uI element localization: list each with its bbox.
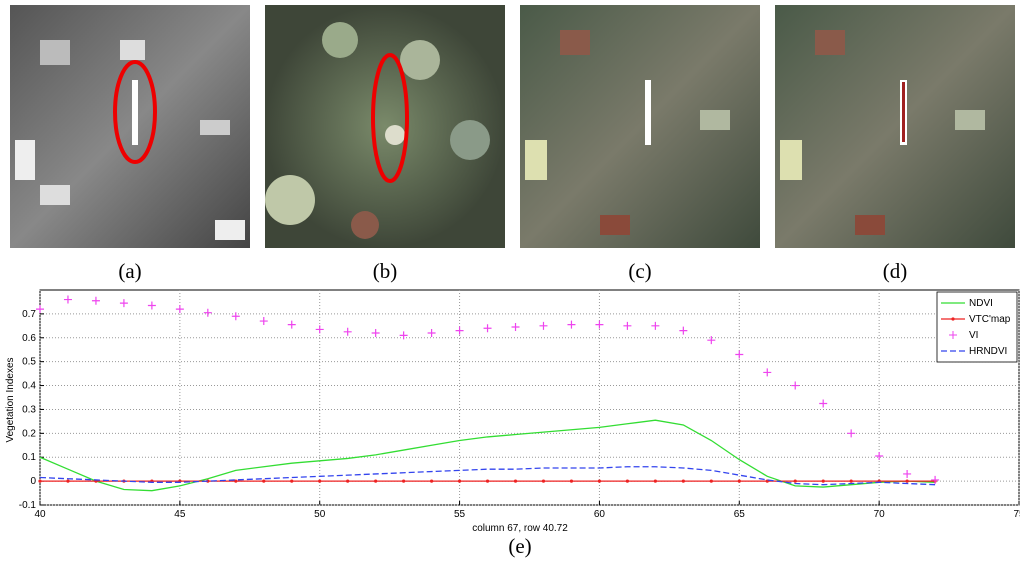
point	[653, 479, 657, 483]
legend-swatch	[949, 331, 957, 339]
image-c	[520, 5, 760, 248]
x-tick-label: 40	[34, 509, 46, 520]
point	[262, 479, 266, 483]
point	[931, 475, 940, 484]
point	[623, 321, 632, 330]
legend-label: HRNDVI	[969, 346, 1007, 357]
point	[66, 479, 70, 483]
x-tick-label: 50	[314, 509, 326, 520]
point	[847, 429, 856, 438]
x-tick-label: 75	[1013, 509, 1020, 520]
legend-box	[936, 291, 1018, 363]
point	[38, 479, 42, 483]
point	[315, 325, 324, 334]
y-tick-label: 0.6	[22, 333, 36, 344]
point	[541, 479, 546, 483]
point	[374, 479, 378, 483]
panel-label: (e)	[508, 534, 531, 558]
y-tick-label: 0.5	[22, 357, 36, 368]
point	[318, 479, 322, 483]
point	[346, 479, 350, 483]
point	[821, 479, 825, 483]
x-axis-label: column 67, row 40.72	[472, 523, 568, 534]
point	[791, 381, 800, 390]
point	[737, 479, 741, 483]
point	[707, 336, 716, 345]
image-d	[775, 5, 1015, 248]
point	[234, 479, 238, 483]
point	[793, 479, 797, 483]
point	[511, 323, 520, 332]
panel-label: (a)	[118, 259, 141, 283]
point	[63, 295, 72, 304]
point	[259, 317, 268, 326]
point	[875, 452, 884, 461]
x-tick-label: 70	[874, 509, 886, 520]
y-tick-label: 0.1	[22, 452, 36, 463]
point	[651, 321, 660, 330]
plot-area	[39, 289, 1020, 506]
legend-label: NDVI	[969, 298, 993, 309]
point	[430, 479, 434, 483]
point	[175, 305, 184, 314]
point	[595, 320, 604, 329]
point	[399, 331, 408, 340]
point	[513, 479, 518, 483]
point	[231, 312, 240, 321]
legend-label: VI	[969, 330, 978, 341]
image-b	[265, 5, 505, 248]
point	[36, 305, 44, 314]
point	[343, 327, 352, 336]
point	[203, 308, 212, 317]
point	[455, 326, 464, 335]
legend-swatch	[951, 317, 955, 321]
y-tick-label: 0	[30, 476, 36, 487]
y-tick-label: -0.1	[19, 500, 37, 511]
point	[679, 326, 688, 335]
legend-label: VTC'map	[969, 314, 1011, 325]
point	[483, 324, 492, 333]
y-tick-label: 0.3	[22, 404, 36, 415]
point	[625, 479, 630, 483]
point	[567, 320, 576, 329]
x-tick-label: 65	[734, 509, 746, 520]
point	[597, 479, 602, 483]
point	[402, 479, 406, 483]
point	[147, 301, 156, 310]
point	[569, 479, 574, 483]
point	[849, 479, 853, 483]
point	[539, 321, 548, 330]
point	[371, 329, 380, 337]
y-axis-label: Vegetation Indexes	[5, 357, 16, 442]
series-line	[39, 466, 936, 486]
panel-label: (c)	[628, 259, 651, 283]
panel-label: (d)	[883, 259, 908, 283]
point	[681, 479, 685, 483]
point	[709, 479, 713, 483]
panel-label: (b)	[373, 259, 398, 283]
x-tick-label: 60	[594, 509, 606, 520]
point	[485, 479, 490, 483]
x-tick-label: 55	[454, 509, 466, 520]
point	[119, 299, 128, 308]
point	[905, 479, 909, 483]
point	[735, 350, 744, 359]
y-tick-label: 0.4	[22, 381, 36, 392]
x-tick-label: 45	[174, 509, 186, 520]
point	[290, 479, 294, 483]
point	[903, 469, 912, 478]
y-tick-label: 0.7	[22, 309, 36, 320]
point	[457, 479, 462, 483]
point	[287, 320, 296, 329]
point	[763, 368, 772, 377]
image-a	[10, 5, 250, 248]
point	[91, 296, 100, 305]
point	[819, 399, 828, 408]
y-tick-label: 0.2	[22, 428, 36, 439]
point	[427, 329, 436, 337]
